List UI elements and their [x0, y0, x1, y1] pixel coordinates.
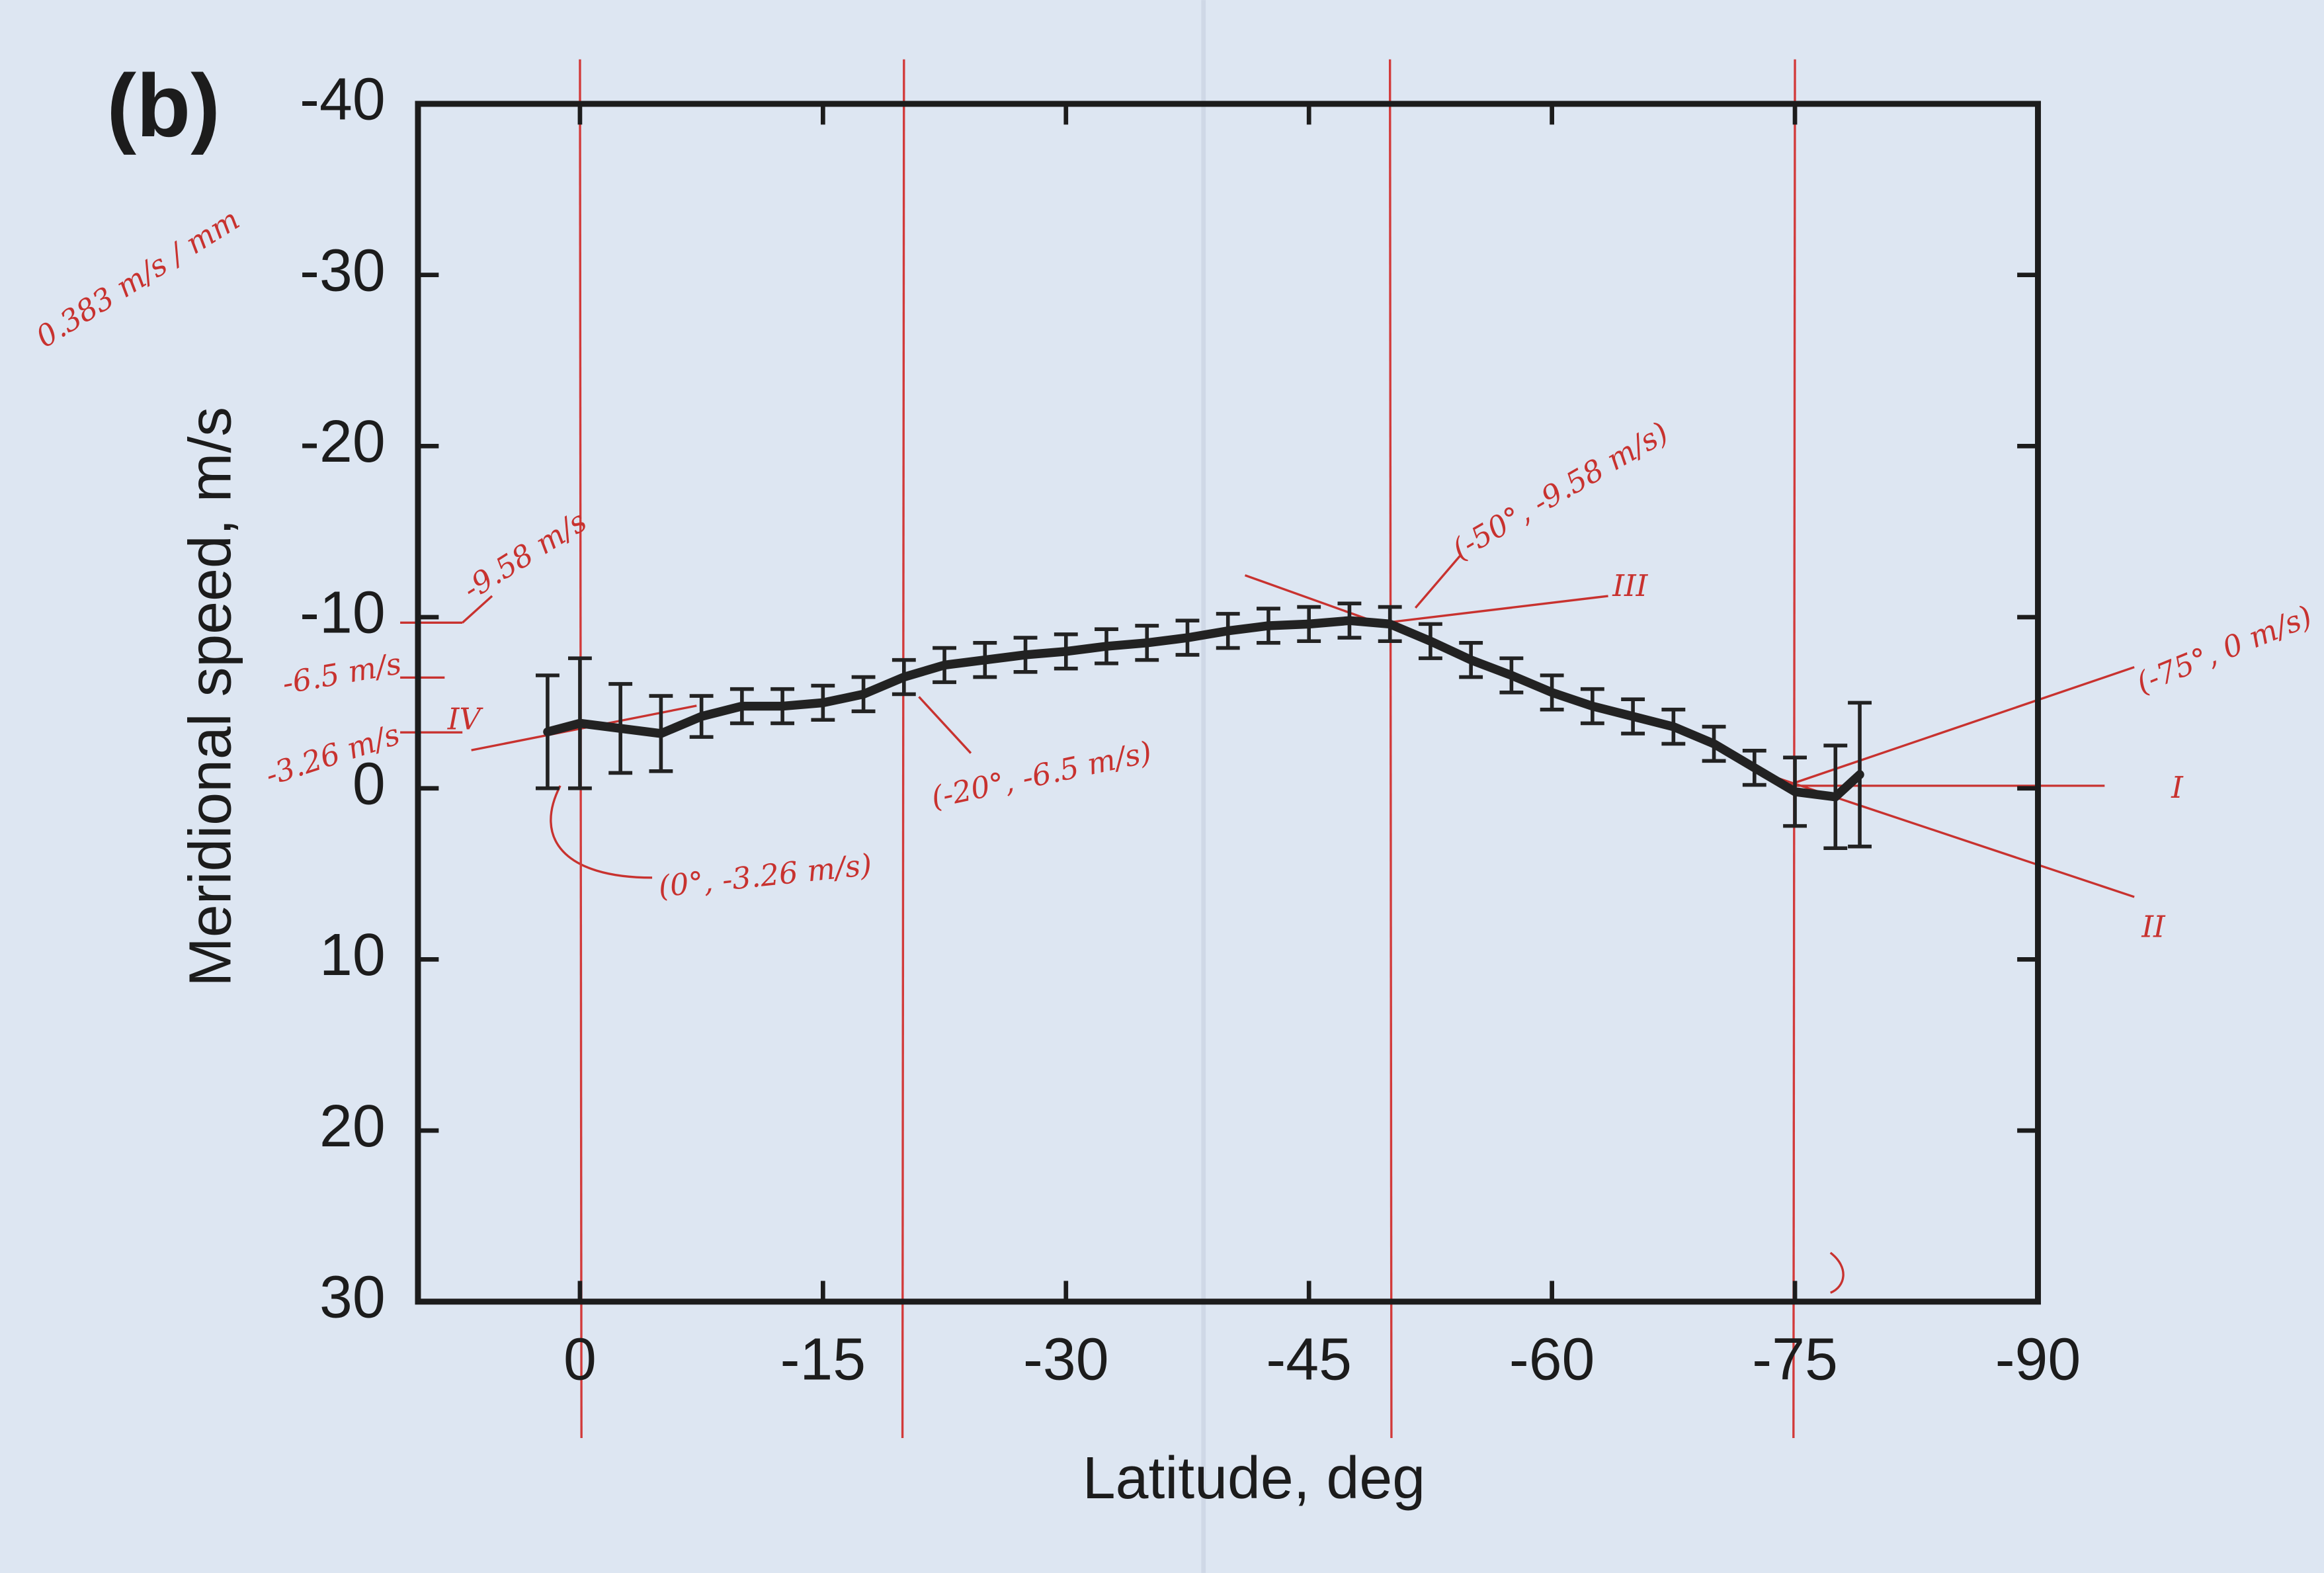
data-line: [543, 616, 1864, 802]
y-axis-label: Meridional speed, m/s: [177, 407, 243, 987]
x-tick-label: -30: [1023, 1326, 1109, 1392]
leader: [1785, 666, 2135, 787]
x-tick-label: -75: [1752, 1326, 1838, 1392]
x-axis-label: Latitude, deg: [1083, 1445, 1425, 1511]
leader: [1414, 555, 1461, 609]
plot-frame: [415, 101, 2041, 1305]
x-tick-label: -15: [780, 1326, 866, 1392]
annotation: I: [2171, 770, 2184, 805]
hand-dash: [462, 595, 493, 624]
annotation: III: [1612, 568, 1648, 603]
hand-mark: [1829, 1252, 1845, 1294]
reference-line: [901, 59, 905, 1438]
reference-line: [1792, 59, 1796, 1438]
y-tick-label: 30: [319, 1263, 386, 1330]
x-tick-label: 0: [563, 1326, 597, 1392]
x-tick-label: -60: [1509, 1326, 1595, 1392]
x-tick-label: -45: [1266, 1326, 1352, 1392]
annotation: II: [2141, 909, 2166, 944]
y-tick-label: -40: [300, 66, 386, 132]
x-tick-label: -90: [1995, 1326, 2081, 1392]
y-tick-label: 10: [319, 921, 386, 988]
annotation: IV: [447, 702, 484, 737]
y-tick-label: -10: [300, 579, 386, 646]
leader: [918, 696, 972, 754]
reference-line: [1388, 59, 1393, 1438]
y-tick-label: 20: [319, 1093, 386, 1159]
leader: [550, 785, 653, 879]
y-tick-label: 0: [353, 750, 386, 816]
y-tick-label: -20: [300, 408, 386, 474]
tangent-iii: [1386, 595, 1608, 624]
y-tick-label: -30: [300, 237, 386, 303]
panel-label: (b): [106, 56, 220, 155]
hand-lines: [400, 555, 2135, 1294]
